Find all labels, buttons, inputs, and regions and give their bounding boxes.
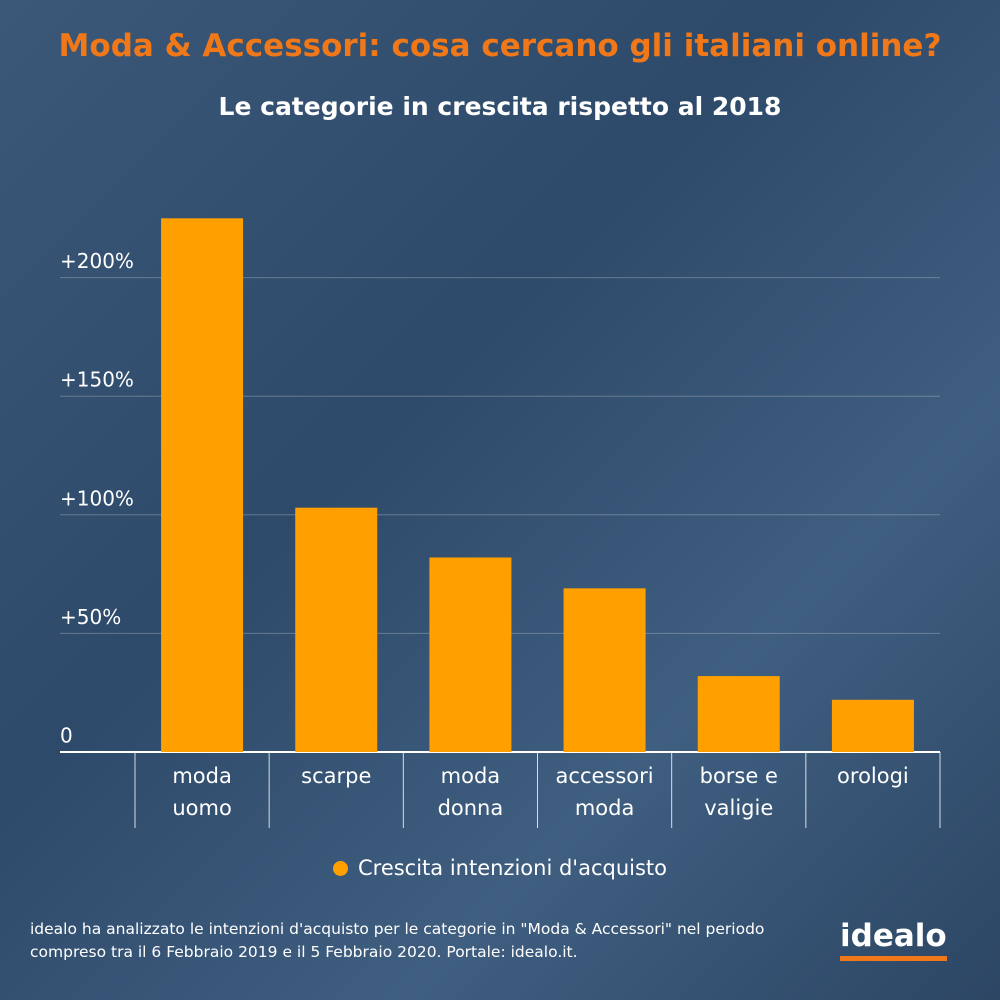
legend: Crescita intenzioni d'acquisto bbox=[0, 855, 1000, 880]
y-tick-label: +50% bbox=[60, 605, 121, 629]
x-tick-label: borse e valigie bbox=[699, 764, 778, 820]
x-tick-label: accessori moda bbox=[555, 764, 654, 820]
bar bbox=[831, 699, 914, 752]
bar bbox=[429, 557, 512, 752]
chart-subtitle: Le categorie in crescita rispetto al 201… bbox=[218, 92, 782, 121]
x-tick-label: moda uomo bbox=[172, 764, 232, 820]
legend-label: Crescita intenzioni d'acquisto bbox=[357, 856, 667, 880]
x-tick-label: orologi bbox=[837, 764, 909, 788]
y-tick-label: +100% bbox=[60, 486, 134, 510]
x-tick-label: moda donna bbox=[437, 764, 504, 820]
logo: idealo bbox=[840, 918, 947, 961]
bar bbox=[697, 676, 780, 752]
footnote: idealo ha analizzato le intenzioni d'acq… bbox=[30, 920, 765, 961]
bar bbox=[295, 507, 378, 752]
chart-title: Moda & Accessori: cosa cercano gli itali… bbox=[58, 28, 942, 64]
y-tick-label: +200% bbox=[60, 249, 134, 273]
bar bbox=[563, 588, 646, 752]
legend-marker bbox=[332, 860, 348, 876]
y-tick-label: 0 bbox=[60, 724, 73, 748]
x-tick-label: scarpe bbox=[301, 764, 372, 788]
y-tick-label: +150% bbox=[60, 368, 134, 392]
bar bbox=[161, 218, 244, 753]
